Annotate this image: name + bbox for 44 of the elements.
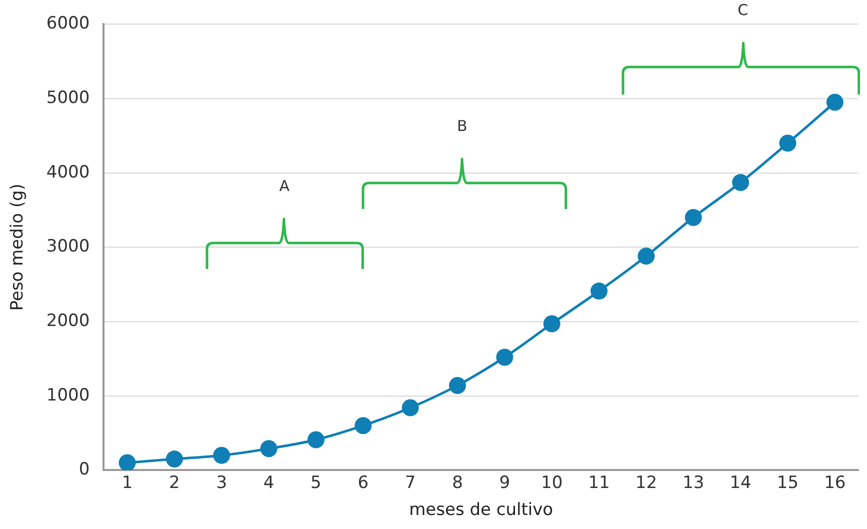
point bbox=[732, 174, 750, 192]
point bbox=[118, 454, 136, 470]
point bbox=[402, 399, 419, 416]
x-tick-label: 5 bbox=[310, 472, 322, 493]
x-tick-label: 10 bbox=[541, 472, 563, 493]
x-tick-label: 16 bbox=[824, 472, 846, 493]
x-tick-label: 7 bbox=[404, 472, 416, 493]
point bbox=[638, 248, 655, 265]
x-tick-label: 3 bbox=[216, 472, 228, 493]
point bbox=[166, 450, 183, 468]
y-tick-label: 0 bbox=[78, 460, 90, 480]
y-tick-label: 5000 bbox=[46, 88, 90, 108]
point bbox=[779, 134, 796, 152]
point bbox=[496, 348, 514, 366]
point bbox=[448, 376, 466, 394]
x-tick-label: 4 bbox=[263, 472, 274, 493]
x-tick-label: 13 bbox=[682, 472, 704, 493]
y-axis-title: Peso medio (g) bbox=[8, 184, 28, 311]
x-tick-label: 6 bbox=[358, 472, 369, 493]
x-axis-title: meses de cultivo bbox=[409, 500, 554, 520]
point bbox=[590, 282, 608, 300]
point bbox=[543, 315, 560, 332]
y-tick-label: 4000 bbox=[46, 162, 90, 182]
y-tick-label: 3000 bbox=[46, 236, 90, 257]
annotation: A bbox=[278, 177, 290, 196]
x-tick-label: 14 bbox=[730, 472, 752, 493]
x-tick-label: 2 bbox=[169, 472, 180, 493]
point bbox=[826, 94, 844, 111]
point bbox=[307, 431, 324, 448]
point bbox=[260, 440, 278, 458]
point bbox=[684, 208, 702, 226]
x-tick-label: 15 bbox=[776, 472, 799, 493]
x-tick-label: 1 bbox=[122, 472, 133, 493]
y-tick-label: 2000 bbox=[46, 310, 90, 331]
x-tick-label: 8 bbox=[452, 472, 463, 493]
point bbox=[354, 417, 372, 434]
point bbox=[213, 446, 230, 464]
y-tick-label: 6000 bbox=[46, 14, 90, 34]
text: C bbox=[736, 1, 750, 20]
x-tick-label: 9 bbox=[499, 472, 510, 493]
x-tick-label: 11 bbox=[588, 472, 610, 493]
y-tick-label: 1000 bbox=[46, 385, 90, 406]
x-tick-label: 12 bbox=[635, 472, 658, 493]
annotation: B bbox=[456, 116, 468, 135]
